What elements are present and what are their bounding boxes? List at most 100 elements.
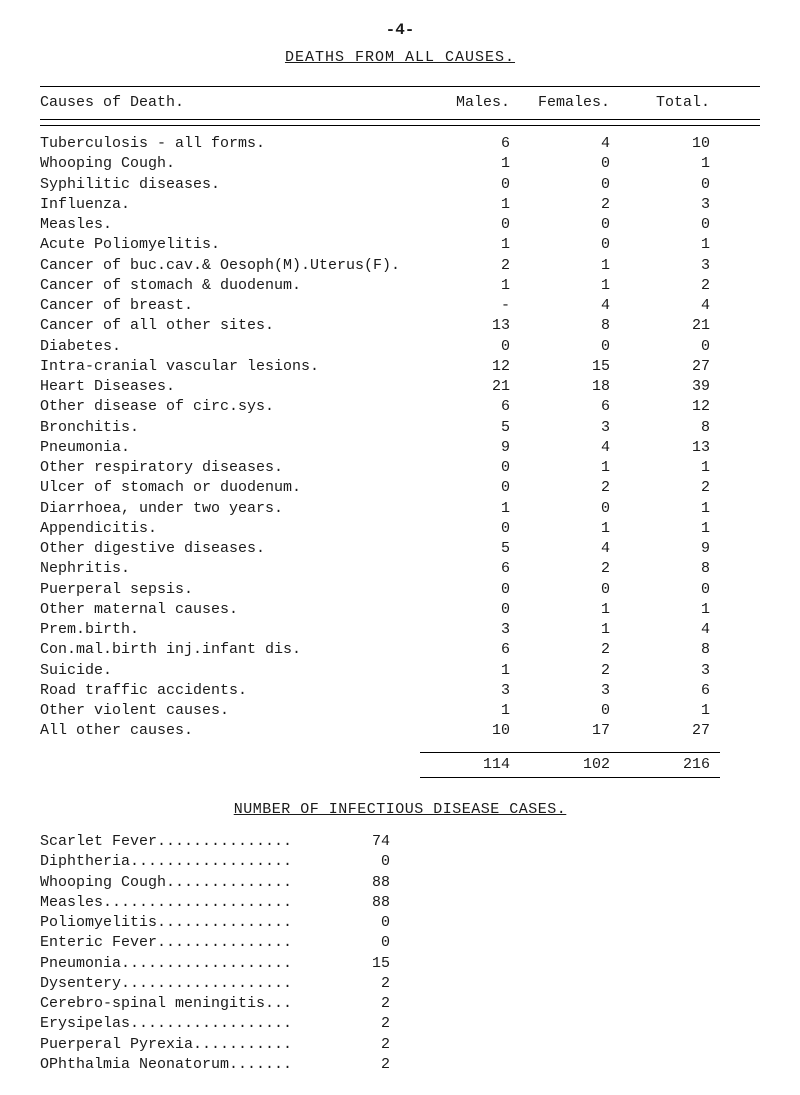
inf-value: 74	[340, 832, 390, 852]
cell-females: 0	[520, 175, 620, 195]
cell-females: 0	[520, 235, 620, 255]
cell-total: 1	[620, 458, 720, 478]
cell-females: 0	[520, 154, 620, 174]
cell-total: 3	[620, 661, 720, 681]
cell-males: 0	[420, 600, 520, 620]
cell-females: 0	[520, 337, 620, 357]
cell-males: 6	[420, 134, 520, 154]
cell-males: 0	[420, 580, 520, 600]
cell-total: 12	[620, 397, 720, 417]
cell-total: 1	[620, 154, 720, 174]
cell-total: 27	[620, 357, 720, 377]
table-row: Heart Diseases.211839	[40, 377, 760, 397]
table-row: Other maternal causes.011	[40, 600, 760, 620]
cell-females: 1	[520, 600, 620, 620]
table-row: Syphilitic diseases.000	[40, 175, 760, 195]
cell-males: 0	[420, 458, 520, 478]
cell-cause: Ulcer of stomach or duodenum.	[40, 478, 420, 498]
cell-cause: Con.mal.birth inj.infant dis.	[40, 640, 420, 660]
col-header-cause: Causes of Death.	[40, 93, 420, 113]
table-row: Measles.000	[40, 215, 760, 235]
cell-cause: Tuberculosis - all forms.	[40, 134, 420, 154]
cell-total: 4	[620, 296, 720, 316]
cell-males: 0	[420, 215, 520, 235]
table-row: Whooping Cough.101	[40, 154, 760, 174]
cell-males: 5	[420, 539, 520, 559]
cell-males: 13	[420, 316, 520, 336]
cell-total: 3	[620, 256, 720, 276]
cell-cause: Prem.birth.	[40, 620, 420, 640]
cell-males: 6	[420, 559, 520, 579]
table-row: Ulcer of stomach or duodenum.022	[40, 478, 760, 498]
cell-females: 1	[520, 458, 620, 478]
cell-cause: Other violent causes.	[40, 701, 420, 721]
list-item: Erysipelas..................2	[40, 1014, 760, 1034]
cell-males: 1	[420, 701, 520, 721]
list-item: Scarlet Fever...............74	[40, 832, 760, 852]
table-row: Diabetes.000	[40, 337, 760, 357]
cell-cause: Appendicitis.	[40, 519, 420, 539]
cell-males: 1	[420, 154, 520, 174]
cell-males: 12	[420, 357, 520, 377]
page-number: -4-	[40, 20, 760, 42]
list-item: Diphtheria..................0	[40, 852, 760, 872]
infectious-title: NUMBER OF INFECTIOUS DISEASE CASES.	[40, 800, 760, 820]
cell-males: 1	[420, 661, 520, 681]
cell-females: 6	[520, 397, 620, 417]
cell-females: 3	[520, 418, 620, 438]
inf-value: 2	[340, 1035, 390, 1055]
inf-label: Measles.....................	[40, 893, 340, 913]
inf-value: 0	[340, 852, 390, 872]
cell-total: 0	[620, 175, 720, 195]
cell-cause: Acute Poliomyelitis.	[40, 235, 420, 255]
cell-cause: Cancer of breast.	[40, 296, 420, 316]
table-row: Other respiratory diseases.011	[40, 458, 760, 478]
cell-cause: Heart Diseases.	[40, 377, 420, 397]
total-total: 216	[620, 752, 720, 778]
cell-total: 1	[620, 235, 720, 255]
table-row: Appendicitis.011	[40, 519, 760, 539]
col-header-total: Total.	[620, 93, 720, 113]
page-title: DEATHS FROM ALL CAUSES.	[40, 48, 760, 68]
cell-cause: Bronchitis.	[40, 418, 420, 438]
table-row: Pneumonia.9413	[40, 438, 760, 458]
cell-females: 4	[520, 134, 620, 154]
table-row: Influenza.123	[40, 195, 760, 215]
cell-males: 0	[420, 478, 520, 498]
list-item: Puerperal Pyrexia...........2	[40, 1035, 760, 1055]
cell-females: 2	[520, 661, 620, 681]
table-row: Cancer of breast.-44	[40, 296, 760, 316]
inf-label: Scarlet Fever...............	[40, 832, 340, 852]
table-row: Puerperal sepsis.000	[40, 580, 760, 600]
cell-total: 4	[620, 620, 720, 640]
table-row: Intra-cranial vascular lesions.121527	[40, 357, 760, 377]
table-row: Cancer of buc.cav.& Oesoph(M).Uterus(F).…	[40, 256, 760, 276]
inf-value: 88	[340, 873, 390, 893]
cell-females: 2	[520, 478, 620, 498]
cell-cause: Diabetes.	[40, 337, 420, 357]
cell-males: 3	[420, 681, 520, 701]
table-row: Other disease of circ.sys.6612	[40, 397, 760, 417]
cell-cause: All other causes.	[40, 721, 420, 741]
cell-males: 1	[420, 195, 520, 215]
cell-total: 6	[620, 681, 720, 701]
cell-total: 1	[620, 499, 720, 519]
inf-value: 88	[340, 893, 390, 913]
inf-value: 2	[340, 1055, 390, 1075]
cell-total: 10	[620, 134, 720, 154]
cell-cause: Other respiratory diseases.	[40, 458, 420, 478]
cell-total: 1	[620, 600, 720, 620]
cell-total: 3	[620, 195, 720, 215]
cell-cause: Influenza.	[40, 195, 420, 215]
table-row: Road traffic accidents.336	[40, 681, 760, 701]
cell-cause: Road traffic accidents.	[40, 681, 420, 701]
table-row: Prem.birth.314	[40, 620, 760, 640]
cell-total: 13	[620, 438, 720, 458]
cell-cause: Suicide.	[40, 661, 420, 681]
table-row: Suicide.123	[40, 661, 760, 681]
list-item: Poliomyelitis...............0	[40, 913, 760, 933]
list-item: Measles.....................88	[40, 893, 760, 913]
cell-cause: Cancer of stomach & duodenum.	[40, 276, 420, 296]
table-row: Other digestive diseases.549	[40, 539, 760, 559]
cell-total: 2	[620, 478, 720, 498]
